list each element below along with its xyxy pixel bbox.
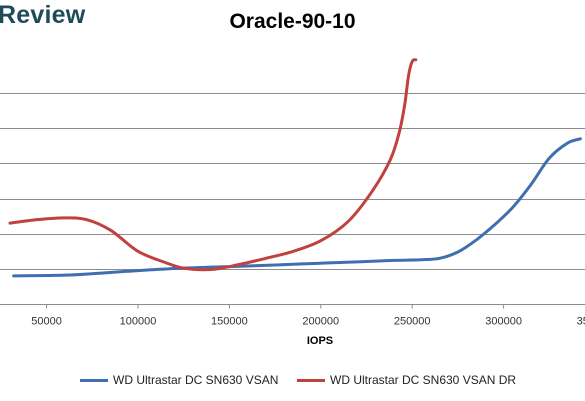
series-line-vsan-dr <box>8 58 418 272</box>
x-tick-label: 300000 <box>485 316 522 328</box>
x-tick-label: 50000 <box>31 316 62 328</box>
legend-label-vsan-dr: WD Ultrastar DC SN630 VSAN DR <box>330 373 517 387</box>
x-axis-label: IOPS <box>306 335 334 347</box>
x-tick-label: 150000 <box>211 316 248 328</box>
x-axis <box>0 304 585 309</box>
legend-swatch-vsan-dr <box>297 378 325 382</box>
legend-label-vsan: WD Ultrastar DC SN630 VSAN <box>113 373 279 387</box>
series-line-vsan <box>12 137 582 278</box>
brand-logo: Review <box>0 1 86 29</box>
x-tick-label: 100000 <box>120 316 157 328</box>
x-tick-label: 200000 <box>302 316 339 328</box>
legend-swatch-vsan <box>80 378 108 382</box>
legend-item-vsan: WD Ultrastar DC SN630 VSAN <box>80 373 278 387</box>
gridlines <box>0 93 585 270</box>
x-tick-label: 350000 <box>577 316 585 328</box>
x-tick-labels: 50000 100000 150000 200000 250000 300000 35000… <box>31 316 585 328</box>
legend-item-vsan-dr: WD Ultrastar DC SN630 VSAN DR <box>297 373 516 387</box>
series-lines <box>8 58 582 278</box>
chart-title: Oracle-90-10 <box>229 10 356 33</box>
x-tick-label: 250000 <box>394 316 431 328</box>
